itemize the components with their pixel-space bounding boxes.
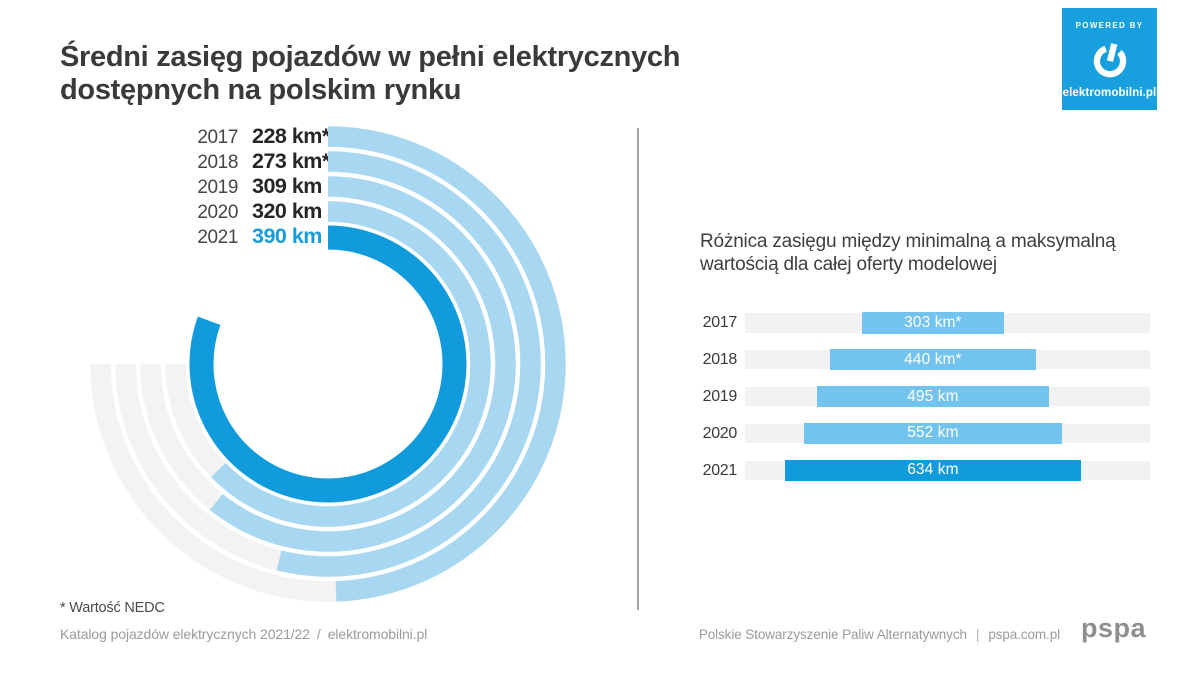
footer-association-url: pspa.com.pl	[988, 627, 1060, 642]
arc-track	[140, 363, 223, 510]
page-title: Średni zasięg pojazdów w pełni elektrycz…	[60, 41, 680, 107]
arc-value	[276, 151, 541, 577]
bar-row: 2017 303 km*	[677, 312, 1150, 335]
powered-by-brand: elektromobilni.pl	[1062, 87, 1157, 99]
radial-legend: 2017 228 km* 2018 273 km* 2019 309 km 2020 320 …	[190, 124, 340, 249]
range-bar: 440 km*	[829, 348, 1036, 371]
bar-track: 552 km	[745, 422, 1150, 445]
page-title-line1: Średni zasięg pojazdów w pełni elektrycz…	[60, 41, 681, 73]
bar-row: 2018 440 km*	[677, 348, 1150, 372]
arc-track	[165, 363, 226, 478]
radial-legend-year: 2017	[197, 127, 238, 148]
radial-legend-row: 2019 309 km	[190, 174, 340, 199]
footer-source-text: Katalog pojazdów elektrycznych 2021/22	[60, 626, 310, 642]
radial-legend-year: 2018	[197, 152, 238, 173]
bar-track: 303 km*	[745, 312, 1150, 334]
powered-by-badge: POWERED BY elektromobilni.pl	[1062, 8, 1157, 110]
bar-track: 440 km*	[745, 348, 1150, 371]
bar-value-label: 440 km*	[904, 350, 962, 368]
bar-year-label: 2019	[702, 387, 738, 405]
radial-legend-row: 2021 390 km	[190, 224, 340, 249]
power-icon	[1093, 42, 1126, 77]
radial-legend-year: 2019	[197, 177, 238, 198]
bar-chart-title-line2: wartością dla całej oferty modelowej	[700, 253, 997, 275]
arc-value	[327, 126, 566, 602]
footer-source: Katalog pojazdów elektrycznych 2021/22 / e…	[60, 626, 427, 642]
arc-value	[210, 201, 491, 527]
arc-value	[189, 225, 467, 503]
bar-row: 2021 634 km	[677, 459, 1150, 483]
bar-value-label: 634 km	[907, 461, 959, 479]
footer-association-separator: |	[975, 627, 980, 642]
range-bar: 634 km	[784, 459, 1082, 482]
footer-association: Polskie Stowarzyszenie Paliw Alternatywn…	[699, 627, 1060, 642]
bar-row: 2019 495 km	[677, 385, 1150, 409]
radial-legend-value: 390 km	[252, 224, 322, 248]
bar-year-label: 2021	[702, 461, 738, 479]
range-bar: 303 km*	[862, 312, 1004, 334]
radial-legend-row: 2020 320 km	[190, 199, 340, 224]
bar-year-label: 2017	[702, 314, 738, 331]
bar-track: 495 km	[745, 385, 1150, 408]
range-bar: 495 km	[817, 385, 1049, 408]
bar-chart-title-line1: Różnica zasięgu między minimalną a maksy…	[700, 231, 1116, 252]
radial-legend-value: 228 km*	[252, 124, 330, 148]
arc-value	[209, 176, 516, 552]
footer-association-text: Polskie Stowarzyszenie Paliw Alternatywn…	[698, 627, 967, 642]
bar-track: 634 km	[745, 459, 1150, 482]
powered-by-label: POWERED BY	[1075, 21, 1144, 30]
pspa-logo: pspa	[1080, 613, 1146, 643]
bar-year-label: 2018	[702, 350, 738, 368]
radial-legend-year: 2020	[197, 202, 238, 223]
radial-legend-row: 2018 273 km*	[190, 149, 340, 174]
bar-value-label: 552 km	[907, 424, 959, 442]
footer-source-separator: /	[316, 626, 321, 642]
range-bar: 552 km	[803, 422, 1063, 445]
radial-legend-value: 320 km	[252, 199, 322, 223]
bar-value-label: 303 km*	[904, 313, 962, 331]
radial-legend-year: 2021	[197, 227, 238, 248]
radial-legend-value: 309 km	[252, 174, 322, 198]
vertical-divider	[637, 128, 639, 610]
bar-chart-title: Różnica zasięgu między minimalną a maksy…	[700, 231, 1116, 276]
radial-legend-value: 273 km*	[252, 149, 330, 173]
radial-legend-row: 2017 228 km*	[190, 124, 340, 149]
bar-year-label: 2020	[702, 424, 738, 442]
arc-track	[115, 363, 282, 571]
footer-source-brand: elektromobilni.pl	[327, 626, 428, 642]
radial-chart	[90, 126, 566, 602]
footnote: * Wartość NEDC	[60, 600, 165, 616]
bar-value-label: 495 km	[907, 387, 959, 405]
arc-track	[90, 363, 337, 602]
bar-row: 2020 552 km	[677, 422, 1150, 446]
page-title-line2: dostępnych na polskim rynku	[60, 74, 462, 106]
range-bar-chart: 2017 303 km* 2018 440 km* 2019 495 km 2020 552 …	[677, 312, 1150, 503]
